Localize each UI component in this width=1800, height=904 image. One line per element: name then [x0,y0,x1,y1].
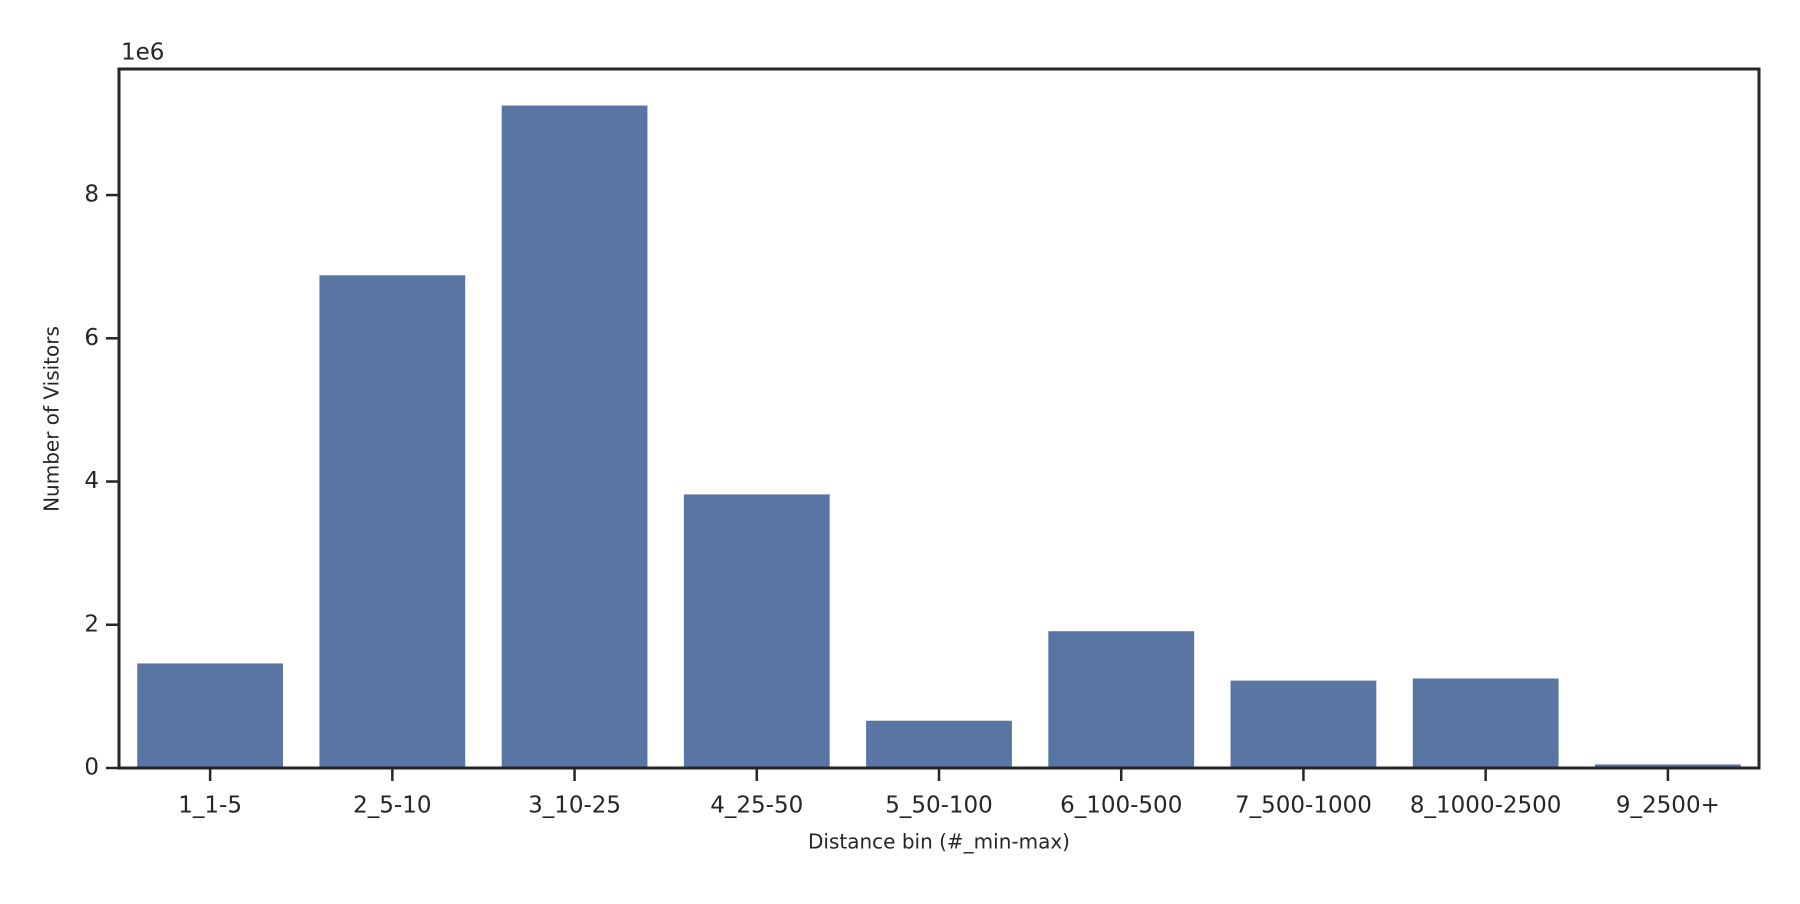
bar [1412,678,1559,768]
y-tick-label: 8 [84,182,99,208]
x-axis-label: Distance bin (#_min-max) [808,830,1070,854]
x-tick-label: 5_50-100 [885,793,993,819]
bar [1230,680,1377,768]
y-tick-label: 0 [84,755,99,781]
x-tick-label: 2_5-10 [353,793,431,819]
x-tick-label: 3_10-25 [528,793,621,819]
bar [866,720,1012,768]
x-tick-label: 8_1000-2500 [1410,793,1562,819]
y-tick-label: 4 [84,468,99,494]
bar [319,275,466,768]
bar [683,494,830,768]
bar [137,663,283,768]
y-offset-label: 1e6 [121,40,164,66]
x-tick-label: 7_500-1000 [1235,793,1372,819]
x-tick-label: 4_25-50 [710,793,803,819]
y-tick-label: 6 [84,325,99,351]
x-tick-label: 9_2500+ [1616,793,1720,819]
bar [501,105,648,768]
x-tick-label: 6_100-500 [1060,793,1182,819]
plot-frame [117,67,1761,770]
bar [1048,631,1195,768]
bar [1595,764,1741,768]
x-tick-label: 1_1-5 [178,793,242,819]
y-tick-label: 2 [84,611,99,637]
y-axis-label: Number of Visitors [40,326,64,512]
